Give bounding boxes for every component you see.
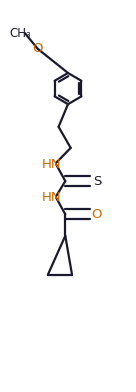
Text: S: S xyxy=(93,174,101,188)
Text: HN: HN xyxy=(42,158,62,171)
Text: O: O xyxy=(92,208,102,221)
Text: CH₃: CH₃ xyxy=(9,27,31,40)
Text: HN: HN xyxy=(42,191,62,204)
Text: O: O xyxy=(33,42,43,55)
